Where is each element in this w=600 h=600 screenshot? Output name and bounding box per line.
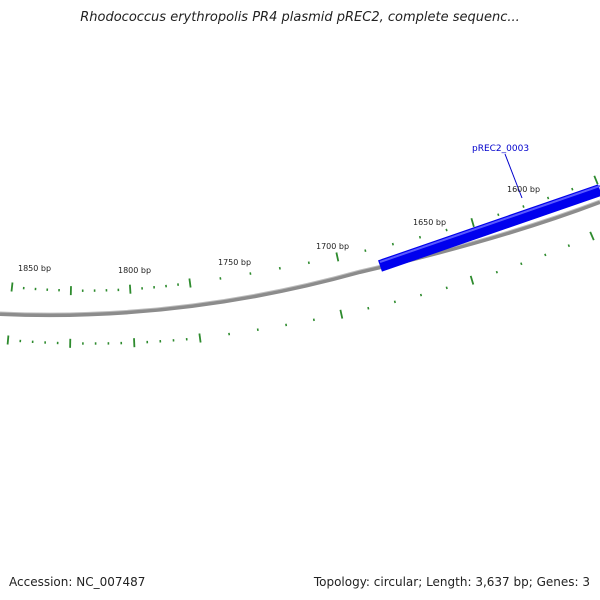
inner-ring-minor-tick <box>567 244 571 248</box>
accession-text: Accession: NC_007487 <box>9 575 146 589</box>
gene-label-pREC2_0003[interactable]: pREC2_0003 <box>472 144 529 154</box>
tick-label-1700: 1700 bp <box>316 242 349 251</box>
plasmid-backbone-highlight <box>0 199 600 314</box>
inner-ring-minor-tick <box>393 300 396 304</box>
inner-ring-major-tick <box>469 275 475 285</box>
outer-ring-minor-tick <box>307 261 310 265</box>
tick-label-1650: 1650 bp <box>413 218 446 227</box>
tick-label-1800: 1800 bp <box>118 266 151 275</box>
gene-feature-highlight <box>379 185 600 263</box>
tick-label-1600: 1600 bp <box>507 185 540 194</box>
inner-ring-minor-tick <box>520 262 523 266</box>
inner-ring-minor-tick <box>419 293 423 297</box>
outer-ring-minor-tick <box>522 205 525 208</box>
tick-label-1750: 1750 bp <box>218 258 251 267</box>
outer-ring-minor-tick <box>364 249 367 252</box>
inner-ring-major-tick <box>339 309 344 319</box>
inner-tick-ring <box>6 231 595 348</box>
inner-ring-minor-tick <box>367 306 370 310</box>
inner-ring-minor-tick <box>544 253 547 257</box>
tick-label-1850: 1850 bp <box>18 264 51 273</box>
gene-label-leader <box>504 153 523 199</box>
outer-ring-minor-tick <box>418 235 422 239</box>
outer-ring-minor-tick <box>546 196 550 200</box>
inner-ring-major-tick <box>6 335 10 345</box>
outer-tick-ring <box>10 175 599 296</box>
outer-ring-minor-tick <box>497 213 500 217</box>
outer-ring-minor-tick <box>571 187 574 191</box>
map-title: Rhodococcus erythropolis PR4 plasmid pRE… <box>80 10 520 25</box>
outer-ring-major-tick <box>10 282 14 292</box>
outer-ring-major-tick <box>129 284 132 294</box>
outer-ring-major-tick <box>470 217 475 228</box>
outer-ring-minor-tick <box>445 228 448 232</box>
outer-ring-major-tick <box>593 175 599 185</box>
topology-summary: Topology: circular; Length: 3,637 bp; Ge… <box>313 575 590 589</box>
inner-ring-minor-tick <box>445 286 448 290</box>
outer-ring-major-tick <box>188 278 192 288</box>
inner-ring-major-tick <box>589 231 595 241</box>
inner-ring-minor-tick <box>495 270 498 274</box>
plasmid-backbone <box>0 200 600 318</box>
outer-ring-minor-tick <box>391 242 394 246</box>
outer-ring-minor-tick <box>278 266 281 270</box>
inner-ring-major-tick <box>198 333 202 343</box>
gene-feature-pREC2_0003[interactable] <box>378 184 600 272</box>
outer-ring-major-tick <box>335 252 340 262</box>
